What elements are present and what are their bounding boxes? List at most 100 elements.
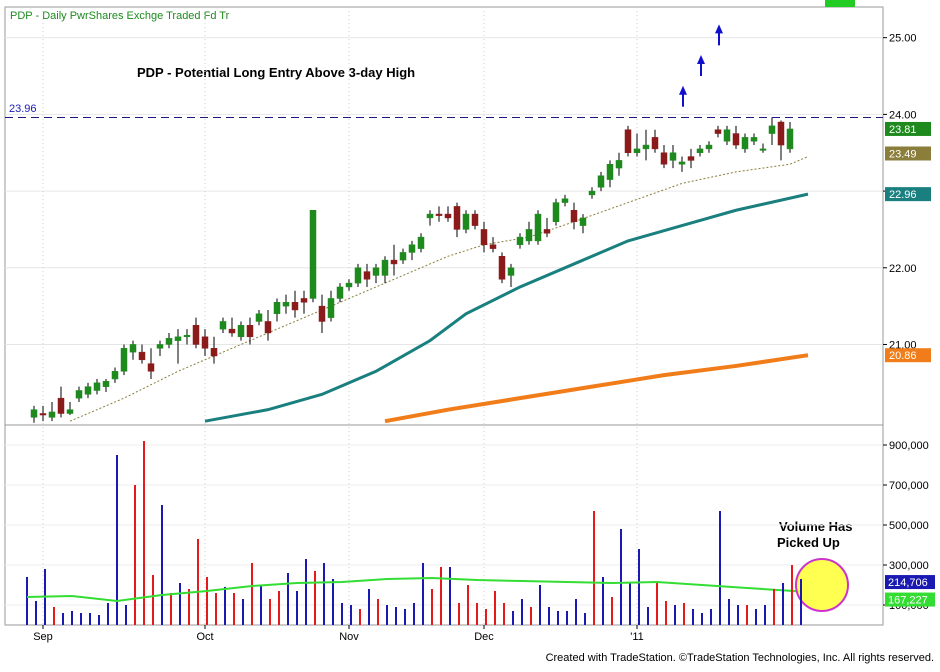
volume-value-badge-label: 167,227	[888, 595, 928, 607]
candle-body	[246, 325, 254, 338]
candle-body	[192, 325, 200, 345]
candle-body	[372, 267, 380, 276]
candle-body	[30, 409, 38, 418]
candle-body	[165, 338, 173, 345]
candle-body	[408, 244, 416, 253]
candle-body	[714, 129, 722, 134]
price-tick-label: 25.00	[889, 33, 917, 45]
candle-body	[678, 161, 686, 165]
candle-body	[732, 133, 740, 146]
candle-body	[75, 390, 83, 399]
price-tick-label: 22.00	[889, 263, 917, 275]
candle-body	[273, 302, 281, 315]
month-label: '11	[630, 631, 644, 643]
price-value-badge-label: 23.81	[889, 124, 917, 136]
candle-body	[750, 137, 758, 142]
candle-body	[201, 336, 209, 349]
candle-body	[570, 209, 578, 223]
candle-body	[651, 137, 659, 150]
candle-body	[561, 198, 569, 203]
axis-layer: 25.0024.0023.0022.0021.00900,000700,0005…	[33, 33, 935, 643]
candle-body	[129, 344, 137, 353]
candle-body	[768, 125, 776, 134]
candle-body	[516, 236, 524, 246]
candle-body	[138, 351, 146, 361]
candle-body	[399, 252, 407, 261]
month-label: Sep	[33, 631, 53, 643]
up-arrow-head	[697, 55, 705, 65]
candle-body	[264, 321, 272, 334]
ma-short-line	[69, 156, 809, 422]
up-arrow-head	[679, 85, 687, 95]
candle-body	[300, 298, 308, 303]
candle-body	[354, 267, 362, 284]
candle-body	[111, 371, 119, 380]
candle-body	[642, 144, 650, 150]
candle-body	[687, 156, 695, 161]
volume-average-line	[26, 576, 802, 603]
price-value-badge	[885, 348, 931, 363]
volume-annotation-line1: Volume Has	[779, 519, 852, 534]
candle-body	[210, 348, 218, 357]
candle-body	[660, 152, 668, 165]
entry-level-label: 23.96	[9, 103, 37, 115]
ma-long-line	[384, 353, 809, 424]
candle-body	[291, 302, 299, 311]
candle-body	[228, 328, 236, 334]
up-arrow-head	[715, 24, 723, 34]
volume-annotation-line2: Picked Up	[777, 535, 840, 550]
price-value-badge	[885, 121, 931, 136]
candle-body	[786, 128, 794, 150]
candle-body	[435, 213, 443, 216]
candle-body	[219, 321, 227, 330]
candle-body	[57, 397, 65, 414]
candle-body	[588, 190, 596, 196]
candle-body	[39, 413, 47, 416]
price-value-badge	[885, 146, 931, 161]
candle-body	[759, 148, 767, 151]
candle-layer	[30, 117, 794, 423]
price-value-badge-label: 23.49	[889, 148, 917, 160]
month-label: Nov	[339, 631, 359, 643]
candle-body	[174, 336, 182, 341]
month-label: Oct	[196, 631, 213, 643]
volume-value-badge	[885, 575, 935, 590]
candle-body	[363, 271, 371, 280]
candle-body	[327, 298, 335, 318]
candle-body	[102, 381, 110, 387]
candle-body	[417, 236, 425, 249]
candle-body	[381, 259, 389, 276]
candle-body	[48, 411, 56, 418]
candle-body	[147, 363, 155, 372]
candle-body	[552, 202, 560, 223]
candle-body	[633, 148, 641, 153]
moving-average-layer	[69, 156, 809, 424]
candle-body	[336, 286, 344, 299]
footer-credit: Created with TradeStation. ©TradeStation…	[545, 652, 934, 664]
overlay-layer	[5, 24, 883, 625]
candle-body	[498, 256, 506, 280]
candle-body	[255, 313, 263, 322]
candle-body	[390, 259, 398, 265]
grid-layer	[5, 7, 883, 625]
candle-body	[534, 213, 542, 242]
candle-body	[66, 409, 74, 414]
candle-body	[453, 206, 461, 230]
candle-body	[741, 137, 749, 150]
candle-body	[309, 209, 317, 299]
price-value-badge-label: 20.86	[889, 350, 917, 362]
candle-body	[282, 302, 290, 307]
candle-body	[183, 335, 191, 338]
volume-tick-label: 300,000	[889, 560, 929, 572]
candle-body	[480, 229, 488, 246]
candle-body	[507, 267, 515, 276]
candle-body	[723, 129, 731, 142]
candle-body	[120, 348, 128, 372]
price-value-badge	[885, 187, 931, 202]
candle-body	[597, 175, 605, 188]
candle-body	[705, 144, 713, 150]
candle-body	[777, 121, 785, 146]
candle-body	[543, 229, 551, 234]
